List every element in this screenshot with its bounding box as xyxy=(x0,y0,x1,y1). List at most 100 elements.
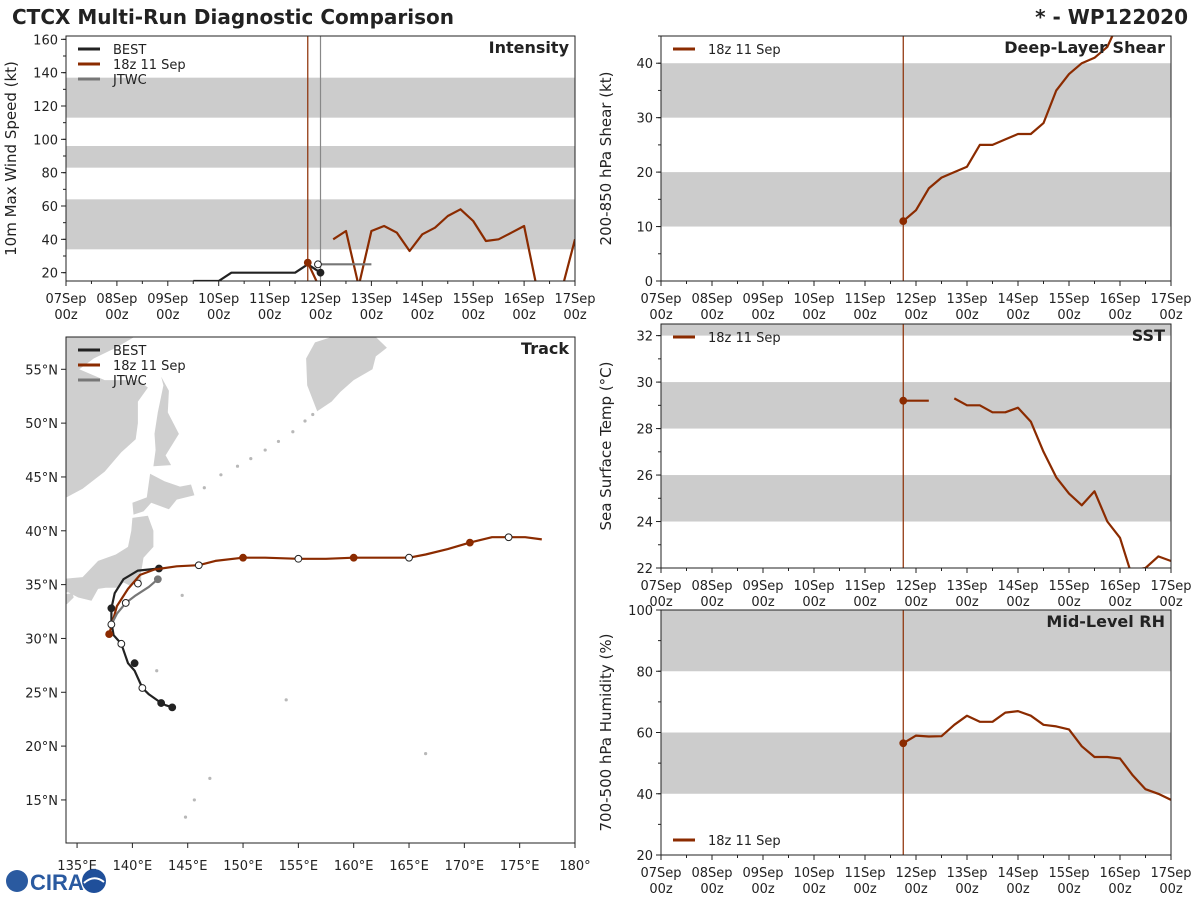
panel-title: Deep-Layer Shear xyxy=(1004,38,1165,57)
x-tick-label: 155°E xyxy=(279,859,319,874)
island xyxy=(192,798,196,802)
x-tick-date: 17Sep xyxy=(1150,292,1191,307)
x-tick-hour: 00z xyxy=(904,595,928,610)
data-point xyxy=(405,553,413,562)
x-tick-date: 14Sep xyxy=(997,579,1038,594)
y-tick-label: 24 xyxy=(636,516,653,531)
y-tick-label: 10 xyxy=(636,221,653,236)
y-tick-label: 120 xyxy=(33,100,58,115)
sakhalin-land xyxy=(153,376,179,467)
data-point xyxy=(303,258,312,267)
y-tick-label: 22 xyxy=(636,562,653,577)
island xyxy=(424,752,428,756)
x-tick-date: 11Sep xyxy=(249,292,290,307)
island xyxy=(249,457,253,461)
x-tick-hour: 00z xyxy=(802,308,826,323)
x-tick-date: 15Sep xyxy=(1048,579,1089,594)
mainland-land xyxy=(66,337,148,498)
legend-label: BEST xyxy=(113,344,146,359)
island xyxy=(219,473,223,477)
island xyxy=(284,698,288,702)
data-point xyxy=(349,553,358,562)
series-line-18z-11-sep xyxy=(902,710,1171,801)
logo-text: CIRA xyxy=(30,870,84,895)
series-line-18z-11-sep xyxy=(902,36,1114,222)
y-tick-label: 140 xyxy=(33,67,58,82)
x-tick-hour: 00z xyxy=(802,595,826,610)
y-tick-label: 32 xyxy=(636,330,653,345)
category-band xyxy=(661,475,1171,522)
series-line-18z-11-sep xyxy=(903,397,1171,568)
panel-title: Track xyxy=(521,339,569,358)
data-point xyxy=(138,684,147,692)
x-tick-label: 135°E xyxy=(57,859,97,874)
category-band xyxy=(661,610,1171,672)
chart-panel-shear: Deep-Layer Shear 0 10 20 30 40 200-850 hPa She… xyxy=(597,35,1192,323)
island xyxy=(311,412,315,417)
data-point xyxy=(316,268,325,277)
y-tick-label: 55°N xyxy=(25,363,58,378)
x-tick-date: 15Sep xyxy=(453,292,494,307)
x-tick-date: 11Sep xyxy=(844,579,885,594)
data-point xyxy=(899,739,908,748)
x-tick-date: 08Sep xyxy=(691,866,732,881)
axes-frame xyxy=(660,323,1172,569)
x-tick-hour: 00z xyxy=(411,308,435,323)
x-tick-date: 10Sep xyxy=(198,292,239,307)
y-tick-label: 30 xyxy=(636,376,653,391)
category-band xyxy=(661,324,1171,336)
x-tick-hour: 00z xyxy=(853,595,877,610)
plot-area xyxy=(661,610,1171,855)
x-tick-hour: 00z xyxy=(955,595,979,610)
y-axis-label: 200-850 hPa Shear (kt) xyxy=(597,72,615,246)
y-tick-label: 26 xyxy=(636,469,653,484)
x-tick-date: 15Sep xyxy=(1048,292,1089,307)
x-tick-hour: 00z xyxy=(700,882,724,897)
island xyxy=(202,486,206,490)
y-tick-label: 20°N xyxy=(25,740,58,755)
x-tick-hour: 00z xyxy=(1006,882,1030,897)
series-line-18z-11-sep xyxy=(108,536,542,635)
island xyxy=(180,593,184,597)
y-tick-label: 80 xyxy=(636,665,653,680)
y-axis-label: Sea Surface Temp (°C) xyxy=(597,361,615,530)
x-tick-date: 14Sep xyxy=(997,866,1038,881)
plot-area xyxy=(661,36,1171,281)
x-tick-date: 14Sep xyxy=(402,292,443,307)
x-tick-hour: 00z xyxy=(751,595,775,610)
data-point xyxy=(105,630,114,639)
series-line-jtwc xyxy=(110,578,159,625)
legend-label: BEST xyxy=(113,43,146,58)
data-point xyxy=(504,533,513,542)
x-tick-label: 150°E xyxy=(223,859,263,874)
x-tick-date: 07Sep xyxy=(640,292,681,307)
data-point xyxy=(194,561,203,570)
x-tick-hour: 00z xyxy=(1159,595,1183,610)
x-tick-label: 180° xyxy=(559,859,590,874)
x-tick-hour: 00z xyxy=(1006,595,1030,610)
x-tick-hour: 00z xyxy=(955,882,979,897)
axes-frame xyxy=(65,336,576,844)
y-tick-label: 160 xyxy=(33,33,58,48)
data-point xyxy=(314,260,322,269)
x-tick-hour: 00z xyxy=(649,595,673,610)
x-tick-hour: 00z xyxy=(904,308,928,323)
series-line-best xyxy=(193,263,322,281)
x-tick-hour: 00z xyxy=(1108,308,1132,323)
x-tick-hour: 00z xyxy=(207,308,231,323)
x-tick-date: 07Sep xyxy=(640,866,681,881)
x-tick-date: 08Sep xyxy=(96,292,137,307)
x-tick-date: 07Sep xyxy=(640,579,681,594)
x-tick-hour: 00z xyxy=(360,308,384,323)
x-tick-hour: 00z xyxy=(1057,595,1081,610)
plot-area xyxy=(66,337,542,819)
x-tick-date: 09Sep xyxy=(742,579,783,594)
logo-seal-icon xyxy=(82,869,106,893)
chart-panel-sst: SST 22 24 26 28 30 32 Sea Surface Temp (°C) 07Se… xyxy=(597,323,1192,610)
x-tick-date: 12Sep xyxy=(300,292,341,307)
x-tick-hour: 00z xyxy=(700,595,724,610)
x-tick-date: 17Sep xyxy=(554,292,595,307)
x-tick-hour: 00z xyxy=(309,308,333,323)
x-tick-date: 15Sep xyxy=(1048,866,1089,881)
